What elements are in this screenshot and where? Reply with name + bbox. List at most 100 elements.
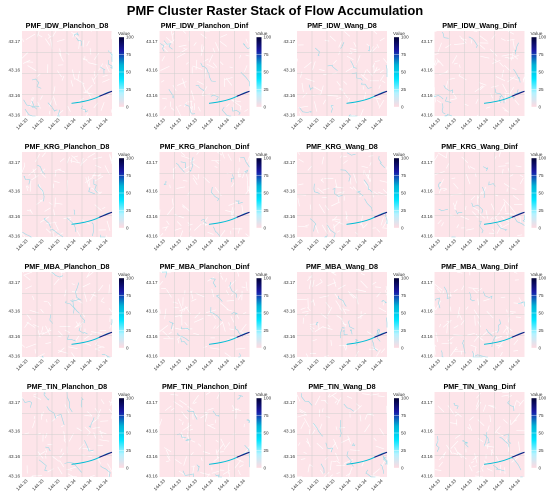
- legend-tick-label: 50: [539, 70, 545, 75]
- y-tick-label: 43.16: [9, 67, 21, 72]
- x-tick-label: 144.33: [460, 117, 474, 131]
- x-tick-label: 144.33: [169, 117, 183, 131]
- y-tick-label: 43.16: [146, 188, 158, 193]
- main-stream-outlet: [99, 90, 113, 97]
- x-tick-label: 144.33: [153, 238, 167, 252]
- panel-title: PMF_KRG_Wang_Dinf: [441, 142, 518, 151]
- legend-tick-label: 25: [264, 208, 270, 213]
- x-tick-label: 144.34: [476, 238, 490, 252]
- main-stream-outlet: [236, 331, 250, 338]
- y-tick-label: 43.16: [9, 188, 21, 193]
- x-tick-label: 144.34: [63, 117, 77, 131]
- y-tick-label: 43.16: [284, 214, 296, 219]
- y-tick-label: 43.17: [421, 280, 433, 285]
- legend-tick-label: 50: [401, 191, 407, 196]
- y-tick-label: 43.17: [9, 160, 21, 165]
- y-tick-label: 43.17: [146, 160, 158, 165]
- y-tick-label: 43.16: [9, 428, 21, 433]
- legend-tick-label: 75: [126, 173, 132, 178]
- x-tick-label: 144.33: [428, 358, 442, 372]
- main-stream-outlet: [374, 211, 388, 218]
- panel-title: PMF_MBA_Wang_Dinf: [441, 262, 518, 271]
- x-tick-label: 144.34: [233, 117, 247, 131]
- x-tick-label: 144.33: [185, 358, 199, 372]
- x-tick-label: 144.33: [290, 358, 304, 372]
- legend-tick-label: 100: [126, 396, 134, 401]
- y-tick-label: 43.17: [421, 400, 433, 405]
- panel-title: PMF_KRG_Planchon_Dinf: [160, 142, 250, 151]
- panel-title: PMF_KRG_Planchon_D8: [25, 142, 110, 151]
- legend-tick-label: 25: [264, 87, 270, 92]
- y-tick-label: 43.16: [9, 334, 21, 339]
- drainage-texture: [434, 30, 525, 117]
- y-tick-label: 43.16: [9, 233, 21, 238]
- x-tick-label: 144.34: [354, 478, 368, 492]
- drainage-texture: [159, 391, 250, 478]
- panel-PMF_TIN_Wang_Dinf: PMF_TIN_Wang_Dinf43.1743.1643.1643.16144…: [421, 382, 547, 492]
- x-tick-label: 144.34: [233, 358, 247, 372]
- flow-channels: [41, 272, 113, 358]
- legend-tick-label: 50: [264, 70, 270, 75]
- y-tick-label: 43.17: [421, 160, 433, 165]
- y-tick-label: 43.16: [9, 353, 21, 358]
- x-tick-label: 144.34: [79, 117, 93, 131]
- panel-title: PMF_TIN_Planchon_Dinf: [162, 382, 248, 391]
- y-tick-label: 43.16: [284, 67, 296, 72]
- x-tick-label: 144.33: [153, 358, 167, 372]
- x-tick-label: 144.34: [95, 358, 109, 372]
- main-stream-outlet: [374, 451, 388, 458]
- panel-title: PMF_IDW_Planchon_D8: [26, 21, 109, 30]
- legend-title: Value: [531, 31, 543, 37]
- x-tick-label: 144.34: [233, 238, 247, 252]
- legend-tick-label: 75: [539, 173, 545, 178]
- panel-title: PMF_IDW_Wang_D8: [307, 21, 377, 30]
- legend-tick-label: 100: [539, 35, 547, 40]
- x-tick-label: 144.34: [201, 238, 215, 252]
- y-tick-label: 43.16: [284, 93, 296, 98]
- legend-tick-label: 25: [539, 328, 545, 333]
- x-tick-label: 144.33: [444, 238, 458, 252]
- y-tick-label: 43.16: [9, 308, 21, 313]
- flow-channels: [434, 31, 521, 117]
- legend-title: Value: [118, 272, 130, 278]
- legend-tick-label: 75: [126, 293, 132, 298]
- y-tick-label: 43.16: [284, 454, 296, 459]
- x-tick-label: 144.34: [476, 358, 490, 372]
- x-tick-label: 144.33: [428, 478, 442, 492]
- y-tick-label: 43.17: [284, 39, 296, 44]
- legend-tick-label: 75: [401, 173, 407, 178]
- legend-tick-label: 50: [264, 191, 270, 196]
- legend-tick-label: 100: [126, 35, 134, 40]
- panel-title: PMF_TIN_Planchon_D8: [27, 382, 107, 391]
- y-tick-label: 43.16: [146, 67, 158, 72]
- main-stream-outlet: [511, 211, 525, 218]
- y-tick-label: 43.17: [284, 400, 296, 405]
- legend-tick-label: 50: [539, 311, 545, 316]
- x-tick-label: 144.33: [460, 478, 474, 492]
- y-tick-label: 43.16: [284, 233, 296, 238]
- y-tick-label: 43.16: [284, 353, 296, 358]
- x-tick-label: 144.34: [370, 238, 384, 252]
- legend-tick-label: 50: [401, 311, 407, 316]
- legend-tick-label: 75: [264, 173, 270, 178]
- legend-tick-label: 0: [401, 226, 404, 231]
- panel-PMF_TIN_Planchon_D8: PMF_TIN_Planchon_D843.1743.1643.1643.161…: [9, 382, 135, 492]
- drainage-texture: [434, 271, 524, 357]
- x-tick-label: 144.34: [354, 117, 368, 131]
- x-tick-label: 144.33: [460, 238, 474, 252]
- y-tick-label: 43.16: [284, 308, 296, 313]
- x-tick-label: 144.34: [63, 238, 77, 252]
- x-tick-label: 144.33: [460, 358, 474, 372]
- x-tick-label: 144.33: [15, 117, 29, 131]
- x-tick-label: 144.34: [217, 478, 231, 492]
- x-tick-label: 144.34: [79, 478, 93, 492]
- flow-channels: [23, 32, 113, 117]
- y-tick-label: 43.16: [9, 93, 21, 98]
- panel-title: PMF_TIN_Wang_D8: [308, 382, 375, 391]
- legend-title: Value: [393, 31, 405, 37]
- legend-tick-label: 25: [401, 448, 407, 453]
- y-tick-label: 43.17: [284, 160, 296, 165]
- panel-title: PMF_MBA_Wang_D8: [306, 262, 378, 271]
- x-tick-label: 144.33: [322, 358, 336, 372]
- y-tick-label: 43.16: [421, 188, 433, 193]
